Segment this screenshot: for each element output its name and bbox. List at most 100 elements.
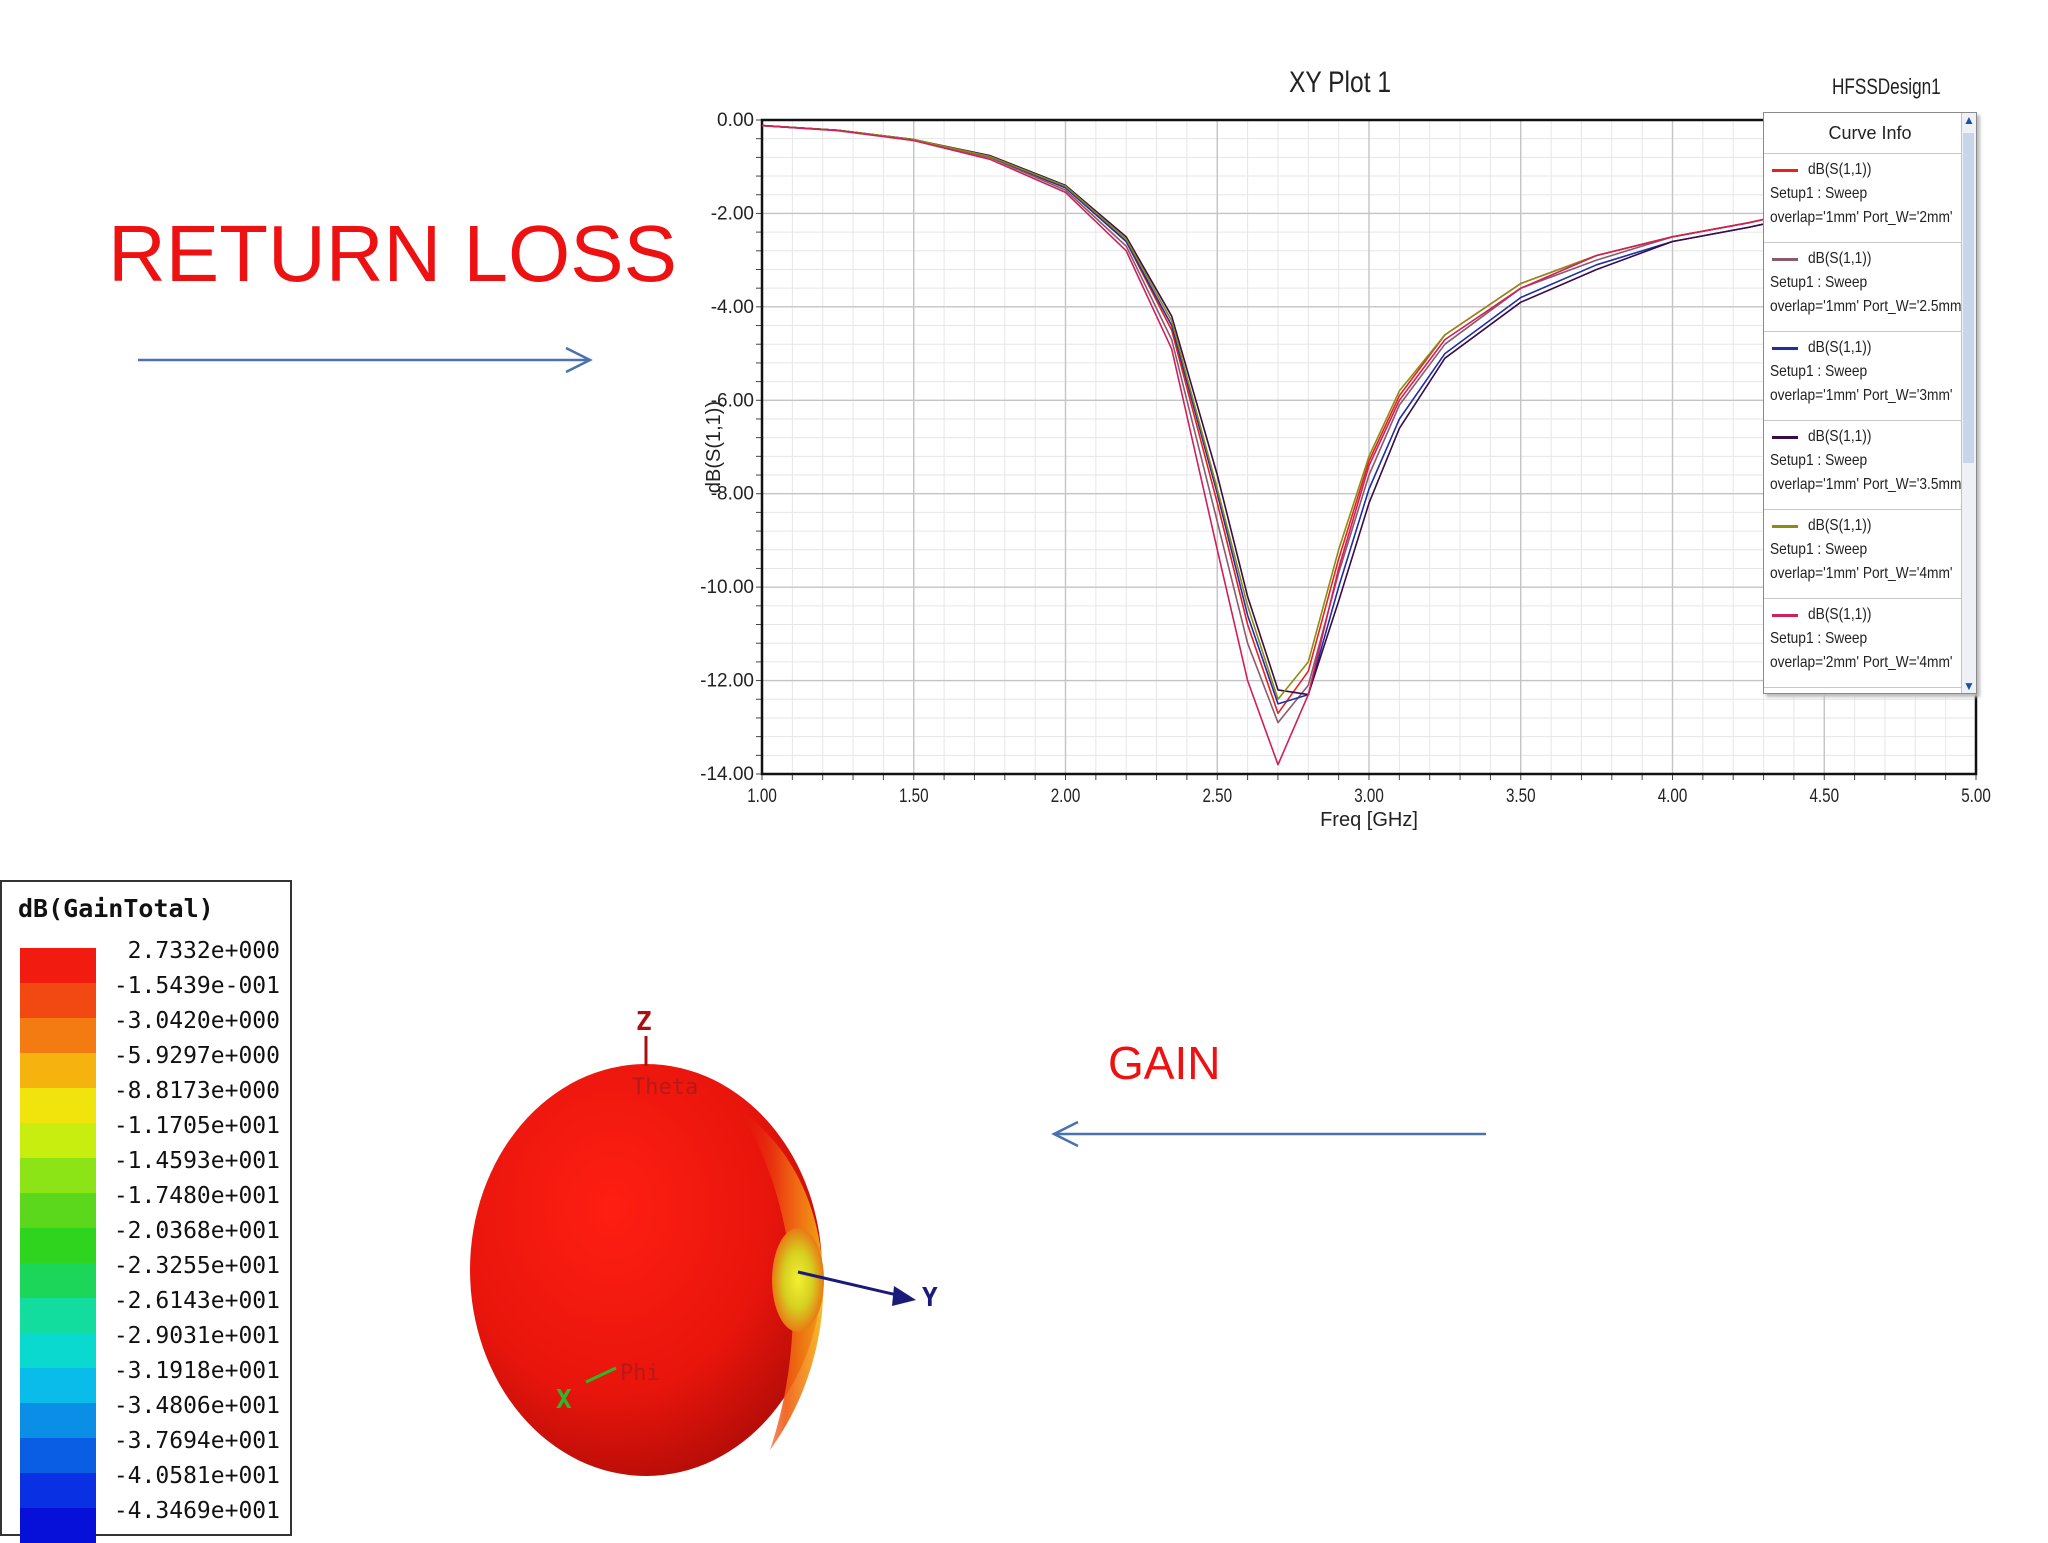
series-line-6: [761, 124, 1770, 766]
colorbar-value: -5.9297e+000: [113, 1043, 280, 1069]
colorbar-value: -3.7694e+001: [113, 1428, 280, 1454]
x-tick-label: 2.50: [1202, 784, 1232, 806]
colorbar-value: -1.7480e+001: [113, 1183, 280, 1209]
colorbar-values: 2.7332e+000 -1.5439e-001 -3.0420e+000 -5.92…: [102, 934, 288, 1529]
colorbar-value: -4.3469e+001: [113, 1498, 280, 1524]
radiation-pattern-3d: Z Theta Y Phi X: [470, 1007, 938, 1476]
x-tick-label: 4.00: [1658, 784, 1688, 806]
legend-swatch: [1772, 435, 1798, 439]
return-loss-arrow: [138, 346, 593, 374]
colorbar-swatch: [20, 1158, 96, 1193]
x-tick-label: 2.00: [1051, 784, 1081, 806]
colorbar-swatch: [20, 1263, 96, 1298]
colorbar-title: dB(GainTotal): [18, 894, 214, 923]
curve-info-title: Curve Info: [1764, 113, 1976, 154]
legend-series-name: dB(S(1,1)): [1808, 517, 1872, 534]
y-axis-title: dB(S(1,1)): [703, 401, 725, 493]
z-axis-label: Z: [636, 1007, 652, 1037]
colorbar-swatches: [20, 948, 96, 1543]
pattern-body: [470, 1064, 822, 1476]
legend-name-row: dB(S(1,1)): [1770, 425, 1976, 449]
legend-entry: dB(S(1,1)) Setup1 : Sweep overlap='2mm' Po…: [1764, 599, 1976, 688]
plot-title: XY Plot 1: [1288, 66, 1392, 99]
legend-setup: Setup1 : Sweep: [1770, 185, 1868, 202]
y-tick-label: -12.00: [700, 671, 754, 692]
legend-entry: dB(S(1,1)) Setup1 : Sweep overlap='1mm' Po…: [1764, 510, 1976, 599]
y-tick-label: -10.00: [700, 577, 754, 598]
legend-swatch: [1772, 613, 1798, 617]
colorbar-swatch: [20, 1438, 96, 1473]
y-tick-label: -6.00: [711, 390, 754, 411]
legend-name-row: dB(S(1,1)): [1770, 247, 1976, 271]
colorbar-swatch: [20, 1298, 96, 1333]
legend-scrollbar[interactable]: ▲ ▼: [1961, 113, 1976, 693]
colorbar-swatch: [20, 1228, 96, 1263]
legend-series-name: dB(S(1,1)): [1808, 161, 1872, 178]
colorbar-swatch: [20, 1508, 96, 1543]
y-tick-label: -2.00: [711, 203, 754, 224]
legend-variables: overlap='1mm' Port_W='3mm': [1770, 387, 1953, 404]
colorbar-swatch: [20, 1473, 96, 1508]
legend-swatch: [1772, 257, 1798, 261]
scroll-down-icon[interactable]: ▼: [1963, 679, 1975, 693]
x-tick-label: 3.50: [1506, 784, 1536, 806]
legend-entry: dB(S(1,1)) Setup1 : Sweep overlap='1mm' Po…: [1764, 332, 1976, 421]
gain-label: GAIN: [1108, 1037, 1221, 1089]
gain-arrow: [1051, 1120, 1486, 1148]
legend-variables: overlap='1mm' Port_W='2mm': [1770, 209, 1953, 226]
legend-name-row: dB(S(1,1)): [1770, 603, 1976, 627]
legend-setup: Setup1 : Sweep: [1770, 274, 1868, 291]
colorbar-value: -1.5439e-001: [113, 973, 280, 999]
pattern-dimple: [772, 1228, 824, 1332]
y-tick-label: -14.00: [700, 764, 754, 785]
x-tick-label: 5.00: [1961, 784, 1991, 806]
legend-setup: Setup1 : Sweep: [1770, 363, 1868, 380]
colorbar-value: -3.0420e+000: [113, 1008, 280, 1034]
y-tick-label: -4.00: [711, 297, 754, 318]
colorbar-swatch: [20, 948, 96, 983]
gain-colorbar: dB(GainTotal) 2.7332e+000 -1.5439e-001 -3.…: [0, 880, 292, 1543]
legend-series-name: dB(S(1,1)): [1808, 250, 1872, 267]
y-axis-label: Y: [922, 1283, 938, 1313]
legend-variables: overlap='1mm' Port_W='2.5mm': [1770, 298, 1965, 315]
legend-name-row: dB(S(1,1)): [1770, 158, 1976, 182]
legend-swatch: [1772, 346, 1798, 350]
series-line-2: [761, 124, 1770, 724]
x-axis-title: Freq [GHz]: [1320, 809, 1418, 831]
colorbar-value: -1.4593e+001: [113, 1148, 280, 1174]
curve-info-legend: Curve Info dB(S(1,1)) Setup1 : Sweep overl…: [1763, 112, 1977, 694]
legend-swatch: [1772, 524, 1798, 528]
legend-variables: overlap='1mm' Port_W='4mm': [1770, 565, 1953, 582]
colorbar-value: -3.4806e+001: [113, 1393, 280, 1419]
legend-series-name: dB(S(1,1)): [1808, 606, 1872, 623]
legend-entry: dB(S(1,1)) Setup1 : Sweep overlap='1mm' Po…: [1764, 421, 1976, 510]
x-tick-label: 4.50: [1809, 784, 1839, 806]
legend-entry: dB(S(1,1)) Setup1 : Sweep overlap='1mm' Po…: [1764, 154, 1976, 243]
x-tick-label: 3.00: [1354, 784, 1384, 806]
legend-name-row: dB(S(1,1)): [1770, 514, 1976, 538]
legend-variables: overlap='1mm' Port_W='3.5mm': [1770, 476, 1965, 493]
colorbar-swatch: [20, 1193, 96, 1228]
y-axis-line: [797, 1270, 911, 1300]
colorbar-value: -2.6143e+001: [113, 1288, 280, 1314]
y-axis-arrowhead: [892, 1286, 916, 1306]
series-line-4: [761, 124, 1770, 696]
legend-series-name: dB(S(1,1)): [1808, 339, 1872, 356]
colorbar-swatch: [20, 1088, 96, 1123]
colorbar-swatch: [20, 983, 96, 1018]
colorbar-value: -1.1705e+001: [113, 1113, 280, 1139]
colorbar-value: -3.1918e+001: [113, 1358, 280, 1384]
y-tick-label: 0.00: [717, 110, 754, 131]
legend-name-row: dB(S(1,1)): [1770, 336, 1976, 360]
colorbar-value: -2.9031e+001: [113, 1323, 280, 1349]
scroll-up-icon[interactable]: ▲: [1963, 113, 1975, 127]
colorbar-value: -4.0581e+001: [113, 1463, 280, 1489]
x-tick-label: 1.00: [747, 784, 777, 806]
legend-setup: Setup1 : Sweep: [1770, 630, 1868, 647]
phi-label: Phi: [620, 1361, 660, 1386]
scroll-thumb[interactable]: [1963, 133, 1974, 463]
colorbar-swatch: [20, 1053, 96, 1088]
legend-variables: overlap='2mm' Port_W='4mm': [1770, 654, 1953, 671]
colorbar-swatch: [20, 1333, 96, 1368]
theta-label: Theta: [632, 1075, 698, 1100]
